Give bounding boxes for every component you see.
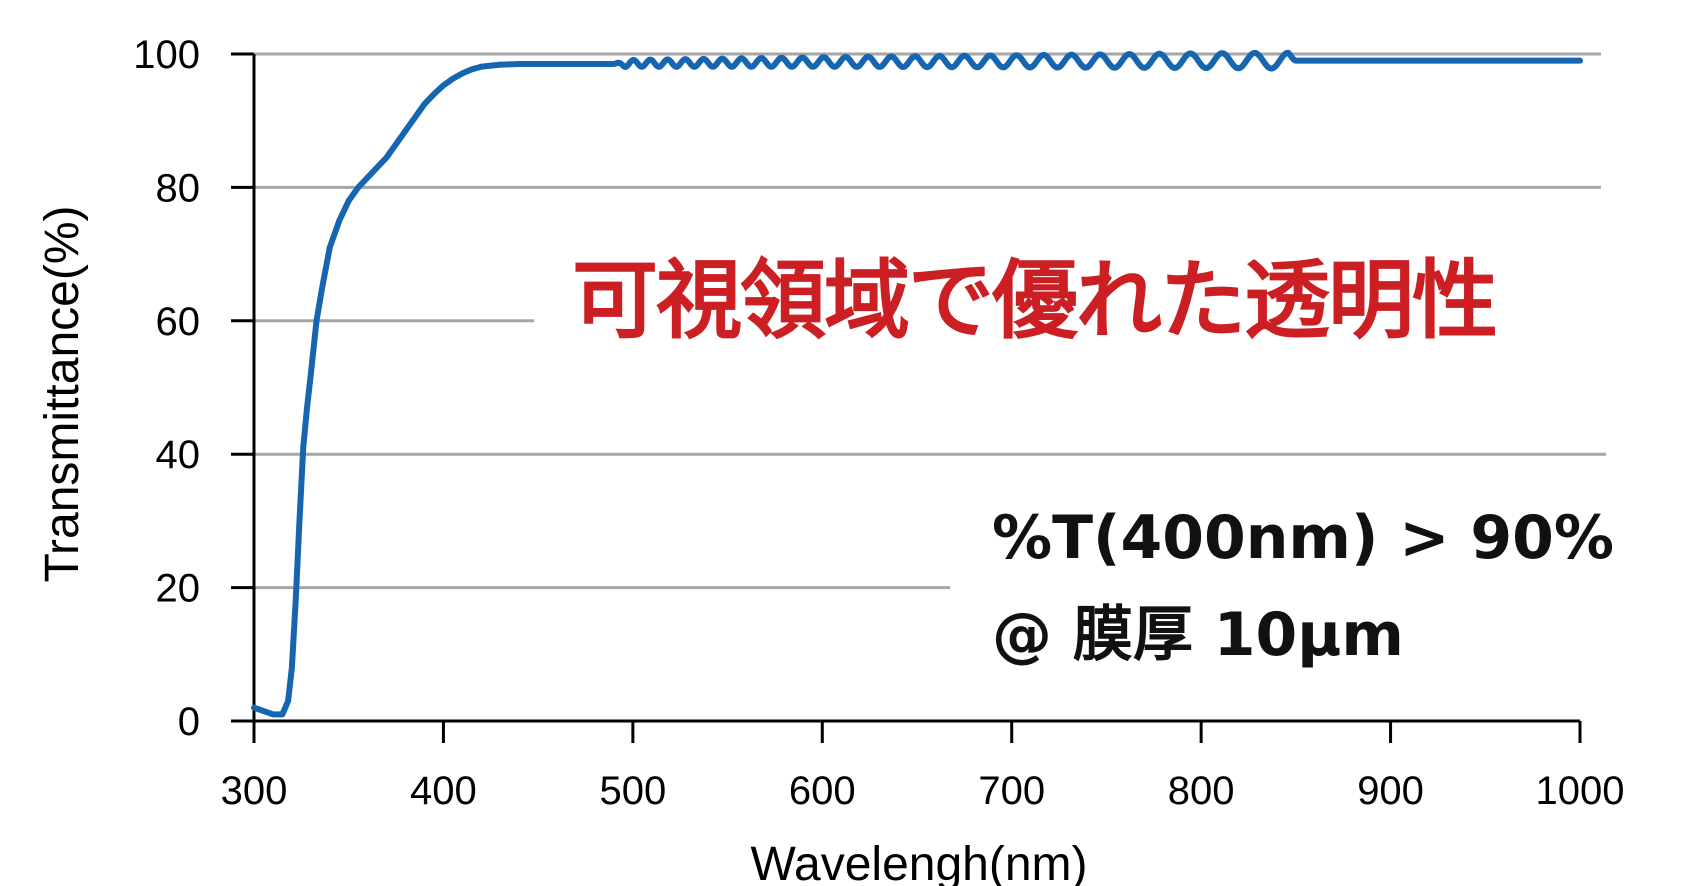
tick-labels: 0 20 40 60 80 100 300 400 500 600 700 800 900 1000	[133, 33, 1624, 813]
x-tick-label-900: 900	[1357, 769, 1424, 813]
grid-lines	[254, 52, 1606, 590]
x-tick-label-600: 600	[789, 769, 856, 813]
transmittance-series-line	[251, 49, 1583, 718]
y-tick-label-80: 80	[156, 166, 201, 210]
y-tick-label-60: 60	[156, 300, 201, 344]
axis-ticks	[231, 52, 1582, 743]
y-tick-label-0: 0	[178, 700, 200, 744]
y-tick-label-20: 20	[156, 567, 201, 611]
x-tick-label-1000: 1000	[1536, 769, 1625, 813]
y-axis-title: Transmittance(%)	[36, 206, 89, 583]
visible-transparency-headline: 可視領域で優れた透明性	[572, 251, 1498, 351]
y-tick-label-100: 100	[133, 33, 200, 77]
transmittance-spec-text: %T(400nm) > 90%	[992, 503, 1615, 573]
x-tick-label-700: 700	[978, 769, 1045, 813]
x-tick-label-300: 300	[221, 769, 288, 813]
x-axis-title: Wavelengh(nm)	[750, 838, 1087, 886]
axes	[231, 54, 1580, 723]
film-thickness-text: @ 膜厚 10μm	[992, 600, 1404, 670]
x-tick-label-400: 400	[410, 769, 477, 813]
x-tick-label-800: 800	[1168, 769, 1235, 813]
y-tick-label-40: 40	[156, 433, 201, 477]
x-tick-label-500: 500	[599, 769, 666, 813]
